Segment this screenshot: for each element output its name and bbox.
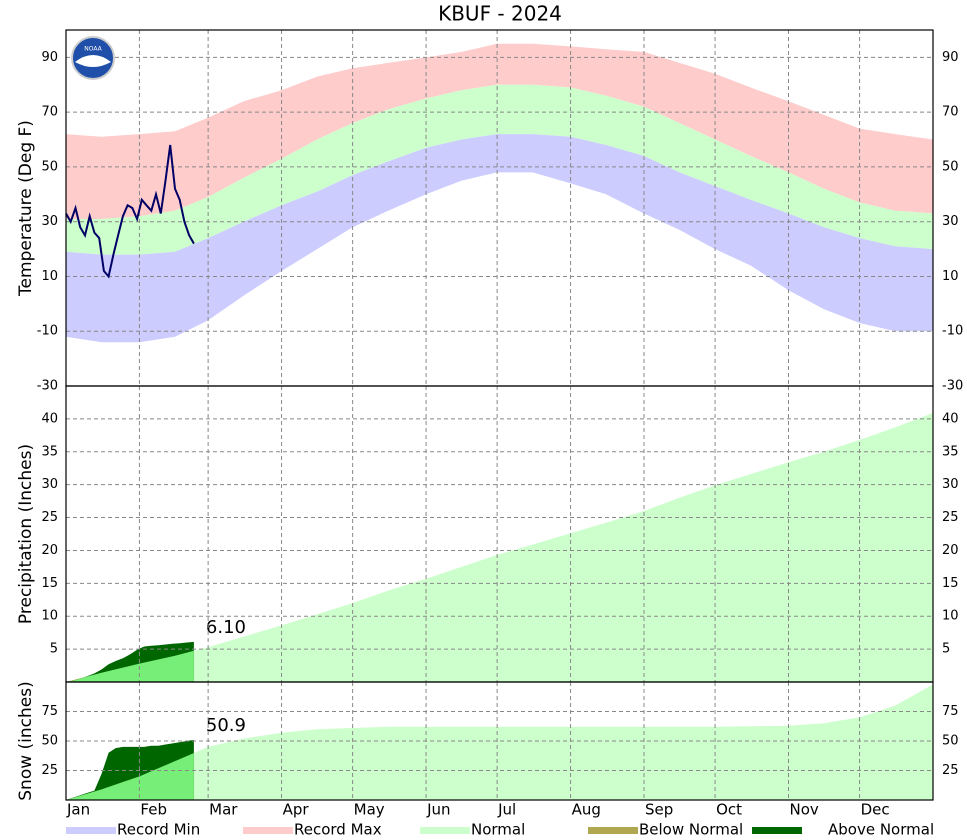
x-tick-label: Mar [209,801,238,819]
y-axis-label: Precipitation (Inches) [16,444,36,624]
y-tick-label: -30 [942,379,963,394]
y-tick-label: 25 [942,510,959,525]
chart-title: KBUF - 2024 [438,2,562,26]
x-tick-label: Jan [66,801,90,819]
legend-label: Below Normal [639,821,743,839]
y-tick-label: 40 [942,411,959,426]
y-axis-label: Temperature (Deg F) [16,120,36,297]
x-tick-label: Jun [426,801,450,819]
legend-label: Normal [471,821,525,839]
annotation: 6.10 [206,617,246,638]
y-tick-label: 5 [50,642,58,657]
band [66,84,933,255]
y-tick-label: 30 [942,214,959,229]
y-tick-label: -30 [37,379,58,394]
y-tick-label: 5 [942,642,950,657]
y-tick-label: 35 [41,444,58,459]
y-tick-label: -10 [37,324,58,339]
x-tick-label: Sep [645,801,673,819]
normal-area [66,684,933,800]
legend-swatch [66,827,116,834]
y-tick-label: 75 [41,704,58,719]
y-tick-label: 20 [942,543,959,558]
y-tick-label: 25 [41,510,58,525]
x-tick-label: May [354,801,385,819]
x-tick-label: Nov [790,801,819,819]
legend-swatch [243,827,293,834]
y-tick-label: 50 [942,734,959,749]
x-tick-label: Apr [283,801,310,819]
legend-swatch [420,827,470,834]
y-tick-label: 70 [942,105,959,120]
y-tick-label: 30 [41,477,58,492]
y-tick-label: 40 [41,411,58,426]
y-tick-label: 50 [41,159,58,174]
x-tick-label: Aug [572,801,601,819]
y-tick-label: 20 [41,543,58,558]
y-tick-label: 10 [41,609,58,624]
logo-gull [75,55,111,67]
y-tick-label: 25 [942,763,959,778]
legend-label: Above Normal [828,821,934,839]
legend-label: Record Min [117,821,200,839]
y-tick-label: 10 [41,269,58,284]
y-tick-label: -10 [942,324,963,339]
x-tick-label: Dec [861,801,890,819]
y-tick-label: 75 [942,704,959,719]
legend-swatch [588,827,638,834]
band [66,134,933,343]
y-axis-label: Snow (inches) [16,681,36,800]
x-tick-label: Jul [497,801,516,819]
y-tick-label: 30 [41,214,58,229]
y-tick-label: 90 [41,50,58,65]
panel-frame [65,681,934,801]
x-tick-label: Oct [716,801,742,819]
y-tick-label: 15 [942,576,959,591]
y-tick-label: 35 [942,444,959,459]
y-tick-label: 50 [41,734,58,749]
legend-label: Record Max [294,821,382,839]
x-tick-label: Feb [140,801,167,819]
y-tick-label: 50 [942,159,959,174]
y-tick-label: 70 [41,105,58,120]
y-tick-label: 15 [41,576,58,591]
y-tick-label: 25 [41,763,58,778]
normal-area [66,413,933,682]
y-tick-label: 30 [942,477,959,492]
y-tick-label: 10 [942,609,959,624]
y-tick-label: 90 [942,50,959,65]
band [66,43,933,220]
legend-swatch [752,827,802,834]
logo-text: NOAA [84,46,102,53]
annotation: 50.9 [206,715,246,736]
observed-line [65,144,195,279]
y-tick-label: 10 [942,269,959,284]
